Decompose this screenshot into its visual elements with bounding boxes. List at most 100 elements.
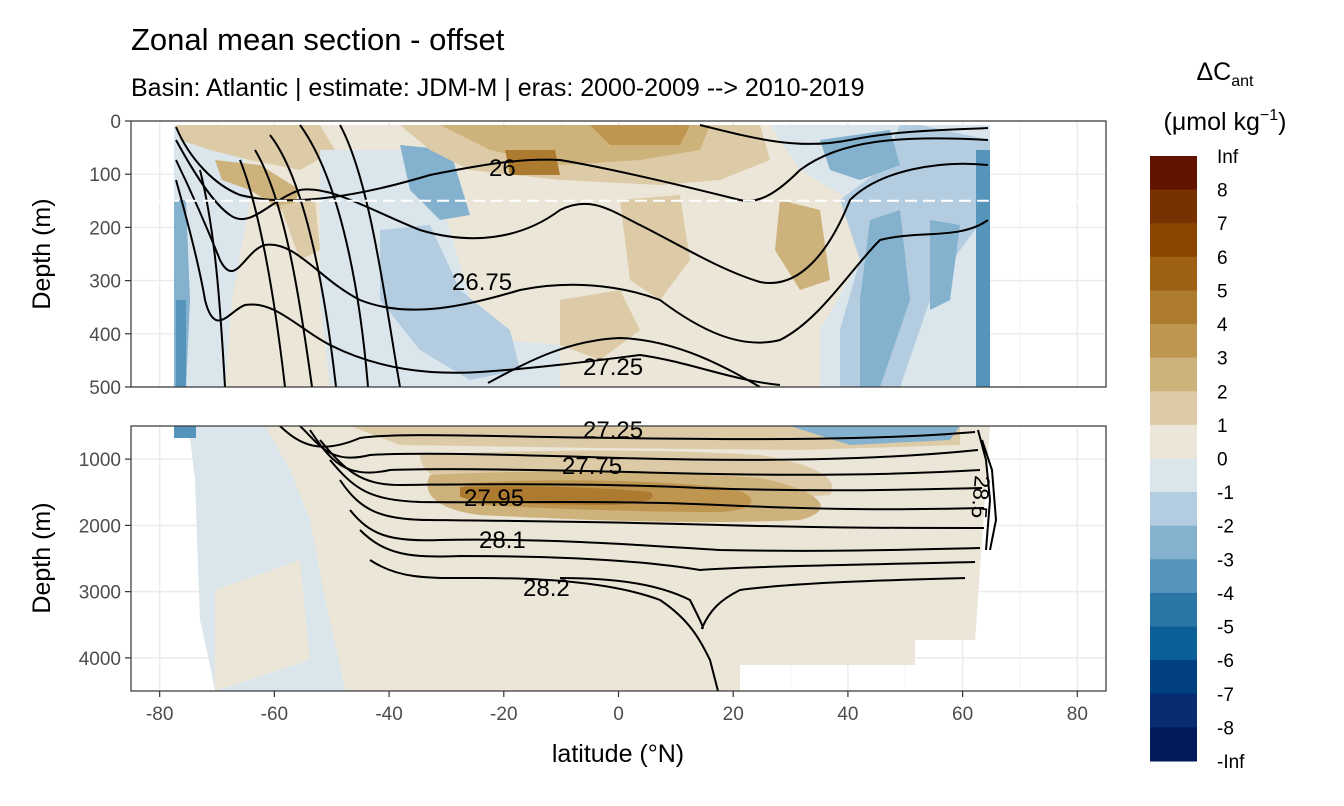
lower-fill-patch-south (215, 560, 310, 691)
lower-contour-h (359, 529, 976, 572)
contour-label-28-1: 28.1 (479, 527, 526, 554)
upper-fill-north-dark-c (930, 220, 960, 310)
upper-y-tick-label: 500 (89, 378, 121, 399)
upper-contour-27-25 (487, 336, 761, 387)
contour-label-28-2: 28.2 (523, 575, 570, 602)
colorbar-title-main: ΔC (1196, 58, 1231, 86)
upper-panel-border (130, 120, 1107, 388)
lower-y-tick-label: 1000 (79, 450, 121, 471)
colorbar-title-sub: ant (1231, 73, 1254, 90)
colorbar-units-close: ) (1278, 108, 1286, 136)
colorbar-label: 5 (1217, 281, 1228, 302)
contour-label-27-25-lower: 27.25 (583, 417, 643, 444)
colorbar-units-sup: −1 (1260, 107, 1278, 124)
x-tick-label: 20 (723, 704, 744, 725)
upper-y-axis-title: Depth (m) (28, 198, 56, 309)
upper-isopycnal-contours (175, 124, 989, 387)
upper-y-tick-label: 200 (89, 218, 121, 239)
x-axis: -80 -60 -40 -20 0 20 40 60 80 (146, 691, 1088, 725)
lower-isopycnal-contours (279, 426, 998, 691)
contour-label-27-75: 27.75 (562, 453, 622, 480)
upper-fill-southern-edge-dark (176, 300, 186, 387)
upper-y-tick-label: 400 (89, 325, 121, 346)
upper-y-tick-label: 300 (89, 272, 121, 293)
colorbar-label: 1 (1217, 416, 1228, 437)
lower-contour-d (319, 439, 983, 492)
colorbar-swatch (1150, 424, 1197, 459)
upper-contour-b (175, 139, 989, 285)
colorbar-labels: Inf 8 7 6 5 4 3 2 1 0 -1 -2 -3 -4 -5 -6 -7 -8 -Inf (1217, 147, 1245, 773)
colorbar-swatch (1150, 559, 1197, 594)
colorbar-label: -6 (1217, 651, 1234, 672)
x-tick-label: 0 (613, 704, 624, 725)
lower-contour-labels: 27.25 27.75 27.95 28.1 28.2 28.5 (464, 417, 995, 602)
lower-contour-27-75 (309, 429, 981, 476)
colorbar-label: 0 (1217, 450, 1228, 471)
lower-contour-north-edge (977, 429, 998, 551)
colorbar-swatch (1150, 660, 1197, 695)
colorbar-label: -8 (1217, 718, 1234, 739)
upper-fill-equator-surface-dark (590, 125, 690, 145)
upper-fill-patch-d (775, 200, 830, 290)
contour-label-27-25-upper: 27.25 (583, 354, 643, 381)
colorbar-label: 3 (1217, 349, 1228, 370)
colorbar-swatch (1150, 458, 1197, 493)
upper-y-tick-label: 100 (89, 165, 121, 186)
upper-fill-surface-south (176, 125, 335, 170)
lower-y-axis-title: Depth (m) (28, 502, 56, 613)
lower-y-tick-label: 2000 (79, 516, 121, 537)
upper-contour-26 (175, 126, 989, 202)
x-axis-title: latitude (°N) (552, 740, 684, 768)
colorbar-label: -Inf (1217, 752, 1245, 773)
lower-contour-a (279, 426, 976, 448)
upper-fill-patch-c (505, 150, 560, 175)
colorbar-swatch (1150, 693, 1197, 728)
upper-y-axis: 0 100 200 300 400 500 (89, 112, 131, 399)
upper-contour-f (239, 159, 286, 387)
upper-fill-north-edge (976, 150, 990, 387)
colorbar-label: 2 (1217, 382, 1228, 403)
contour-label-27-95: 27.95 (464, 485, 524, 512)
colorbar-label: -5 (1217, 618, 1234, 639)
contour-label-26-75: 26.75 (452, 269, 512, 296)
upper-contour-labels: 26 26.75 27.25 (452, 155, 643, 381)
x-tick-label: -20 (490, 704, 517, 725)
lower-fill-southern-edge (174, 426, 196, 438)
lower-contour-28-2 (369, 559, 719, 691)
upper-fill-equator-sub (620, 195, 690, 300)
x-tick-label: 80 (1067, 704, 1088, 725)
colorbar-title: ΔCant (1196, 58, 1254, 90)
colorbar-swatch (1150, 492, 1197, 527)
upper-contour-d (175, 179, 781, 386)
upper-contour-e (199, 169, 226, 387)
colorbar-units-main: (μmol kg (1164, 108, 1260, 136)
x-tick-label: -60 (261, 704, 288, 725)
upper-contour-h (269, 134, 337, 387)
upper-contour-j (339, 124, 401, 387)
lower-contour-f (339, 479, 985, 529)
colorbar-swatch (1150, 189, 1197, 224)
colorbar-legend: ΔCant (μmol kg−1) Inf 8 7 6 5 4 3 2 1 0 -1 -2 -3 -4 -5… (1150, 58, 1286, 773)
upper-fill-gyre-south-dark (400, 145, 470, 220)
contour-label-26: 26 (489, 155, 516, 182)
colorbar-label: -4 (1217, 584, 1234, 605)
upper-fill-north-dark-b (860, 210, 910, 387)
colorbar-swatch (1150, 357, 1197, 392)
colorbar-label: 6 (1217, 248, 1228, 269)
colorbar-swatch (1150, 156, 1197, 191)
upper-contour-k (699, 124, 989, 145)
colorbar-swatch (1150, 256, 1197, 291)
colorbar-swatch (1150, 324, 1197, 359)
colorbar-label: Inf (1217, 147, 1239, 168)
colorbar-swatch (1150, 290, 1197, 325)
upper-fill-field (174, 125, 990, 387)
colorbar-swatches (1150, 156, 1197, 762)
colorbar-label: -7 (1217, 685, 1234, 706)
chart-subtitle: Basin: Atlantic | estimate: JDM-M | eras… (131, 74, 865, 102)
colorbar-swatch (1150, 592, 1197, 628)
lower-y-tick-label: 4000 (79, 649, 121, 670)
colorbar-units: (μmol kg−1) (1164, 107, 1287, 136)
upper-fill-gyre-south-mid (380, 225, 520, 380)
colorbar-swatch (1150, 525, 1197, 560)
colorbar-label: -2 (1217, 517, 1234, 538)
